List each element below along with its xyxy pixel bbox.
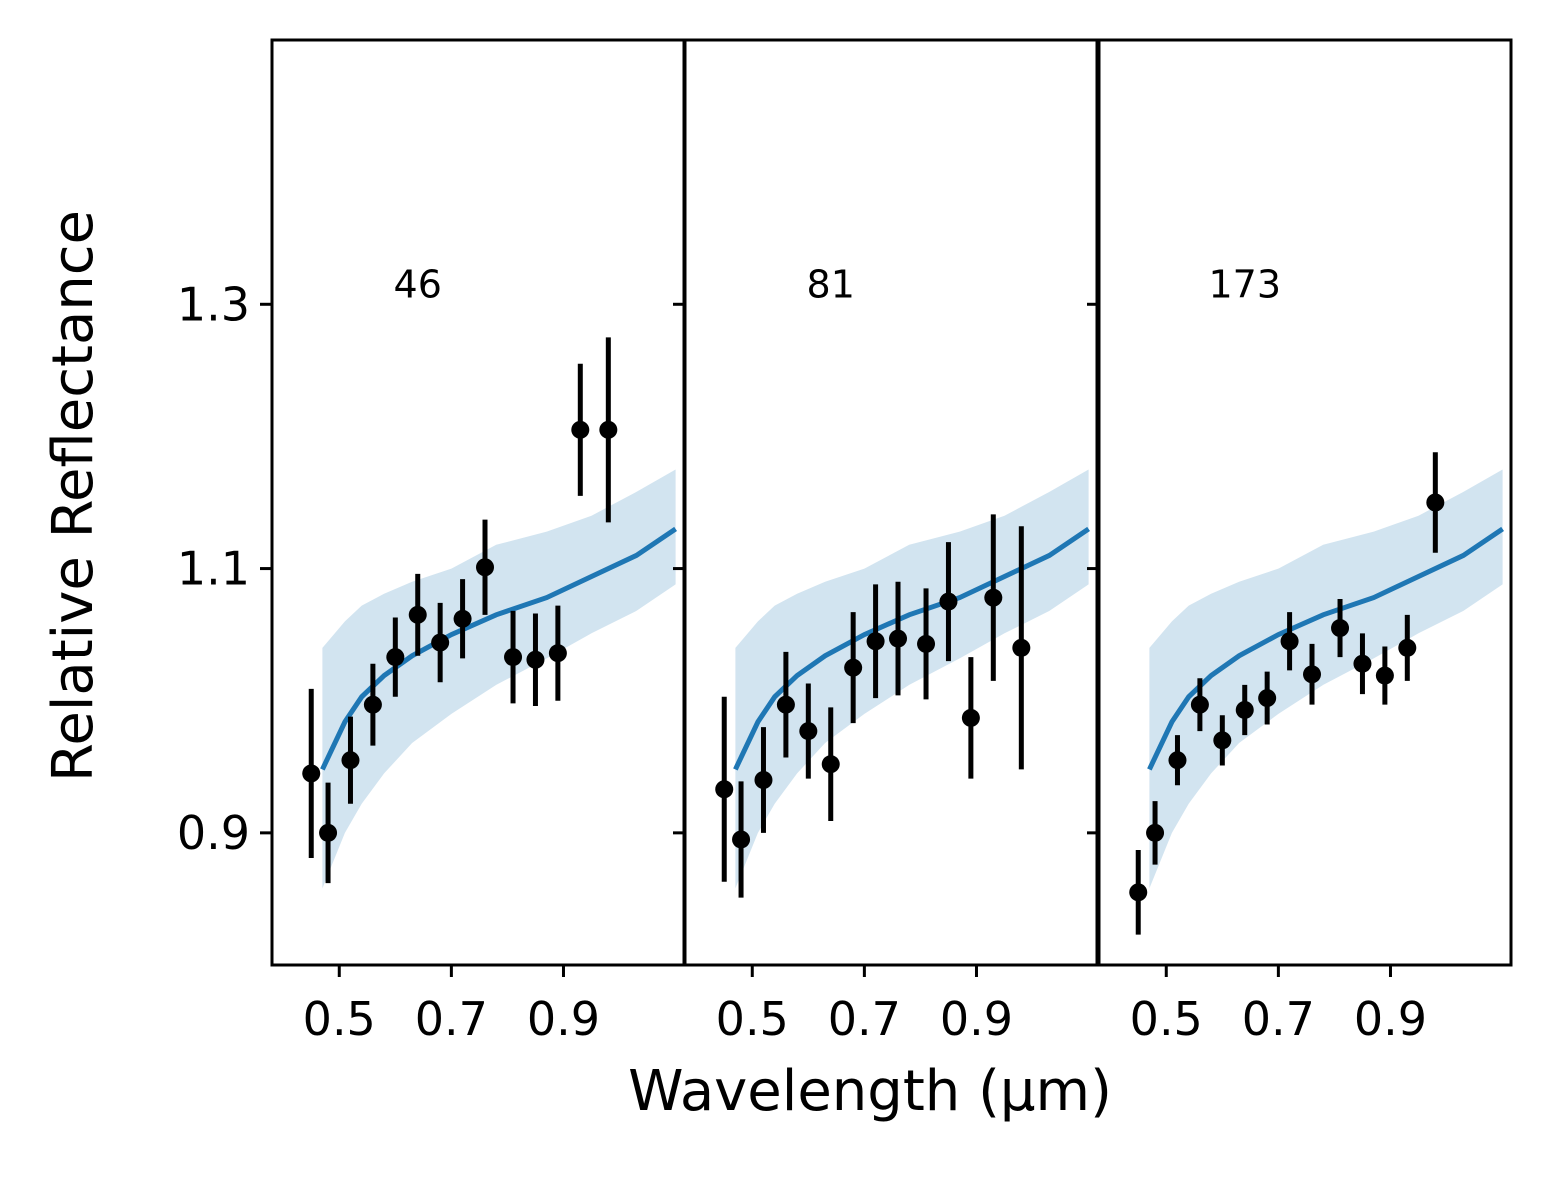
data-point (1375, 666, 1394, 685)
data-point (821, 755, 840, 774)
x-tick-label: 0.9 (940, 992, 1013, 1046)
x-tick-label: 0.7 (1242, 992, 1315, 1046)
data-point (732, 830, 751, 849)
data-point (715, 780, 734, 799)
data-point (548, 644, 567, 663)
data-point (939, 592, 958, 611)
data-point (1012, 638, 1031, 657)
panel-labels: 46 81 173 (394, 263, 1281, 307)
y-tick-label: 1.3 (177, 277, 250, 331)
panel-frames (270, 38, 1513, 967)
data-point (1129, 883, 1148, 902)
model-line-panel-3 (1147, 526, 1505, 771)
tick-labels: 0.9 1.1 1.3 0.5 0.7 0.9 0.5 0.7 0.9 0.5 0.7 0.9 (177, 277, 1427, 1046)
data-point (363, 695, 382, 714)
data-point (1280, 632, 1299, 651)
x-tick-label: 0.5 (716, 992, 789, 1046)
data-point (1426, 493, 1445, 512)
data-point (476, 558, 495, 577)
data-point (1190, 695, 1209, 714)
panel-label-3: 173 (1208, 263, 1281, 307)
axis-ticks (260, 302, 1392, 977)
data-point (526, 650, 545, 669)
x-tick-label: 0.7 (415, 992, 488, 1046)
data-point (504, 648, 523, 667)
panel-frame-3 (1097, 38, 1513, 967)
data-point (431, 633, 450, 652)
data-point (776, 695, 795, 714)
data-point (1303, 665, 1322, 684)
y-tick-label: 1.1 (177, 542, 250, 596)
data-point (1235, 700, 1254, 719)
model-bands (322, 469, 1503, 889)
data-point (961, 708, 980, 727)
data-point (1168, 751, 1187, 770)
model-band-panel-1 (322, 469, 676, 889)
data-point (889, 629, 908, 648)
model-band-panel-3 (1149, 469, 1503, 889)
y-axis-title: Relative Reflectance (41, 210, 106, 782)
data-point (844, 658, 863, 677)
data-point (1213, 731, 1232, 750)
data-point (917, 634, 936, 653)
panel-label-2: 81 (807, 263, 855, 307)
data-point (1258, 689, 1277, 708)
y-tick-label: 0.9 (177, 806, 250, 860)
x-tick-label: 0.9 (1354, 992, 1427, 1046)
data-point (1331, 619, 1350, 638)
data-point (453, 609, 472, 628)
x-tick-label: 0.7 (828, 992, 901, 1046)
data-point (319, 823, 338, 842)
data-point (799, 722, 818, 741)
data-point (302, 764, 321, 783)
data-point (1353, 654, 1372, 673)
data-point (599, 420, 618, 439)
data-point (386, 648, 405, 667)
data-point (1398, 638, 1417, 657)
model-band-panel-2 (735, 469, 1089, 889)
data-point (866, 632, 885, 651)
x-axis-title: Wavelength (μm) (628, 1059, 1112, 1124)
data-point (408, 605, 427, 624)
data-point (341, 751, 360, 770)
model-line-panel-1 (320, 526, 678, 771)
data-point (1146, 823, 1165, 842)
x-tick-label: 0.9 (527, 992, 600, 1046)
panel-frame-2 (683, 38, 1099, 967)
data-point (571, 420, 590, 439)
panel-label-1: 46 (394, 263, 442, 307)
data-point (984, 588, 1003, 607)
data-point (754, 771, 773, 789)
x-tick-label: 0.5 (1130, 992, 1203, 1046)
x-tick-label: 0.5 (303, 992, 376, 1046)
data-points (302, 337, 1445, 935)
